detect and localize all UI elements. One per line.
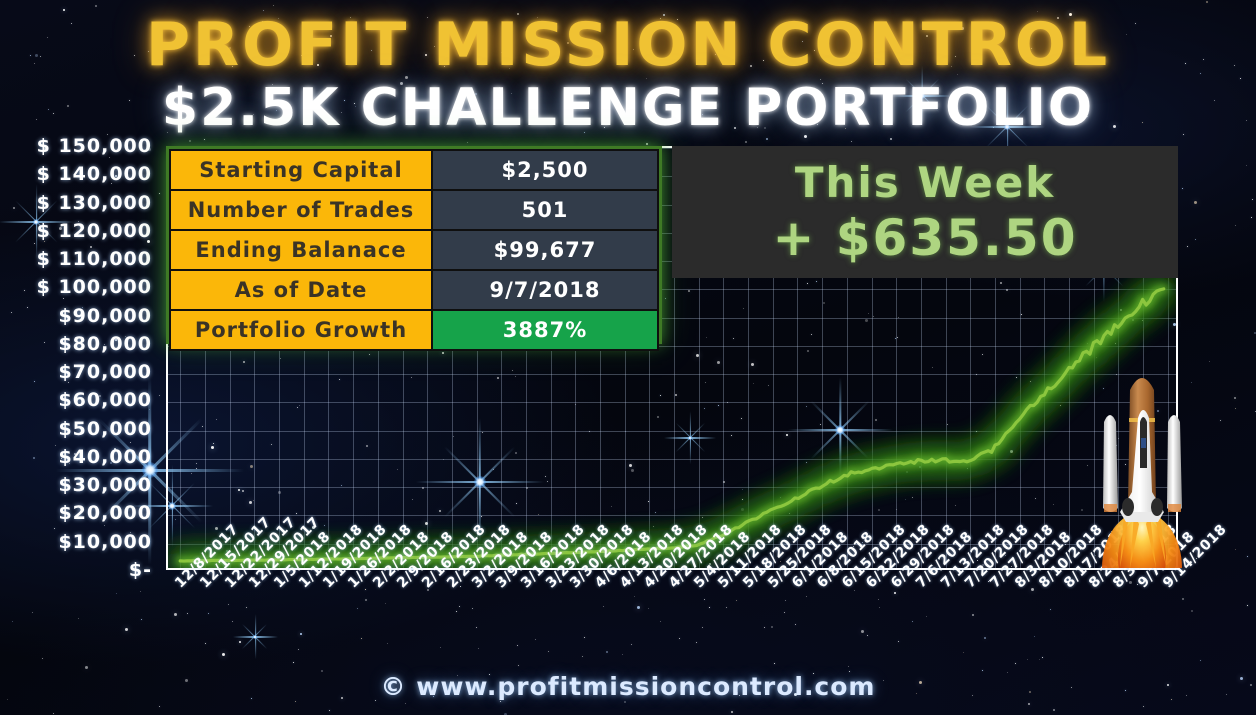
gridline-horizontal: [168, 402, 1176, 404]
gridline-vertical: [624, 148, 626, 568]
gridline-vertical: [1143, 148, 1144, 568]
gridline-horizontal: [168, 458, 1176, 460]
portfolio-balance-line: [170, 278, 1174, 568]
y-axis-tick: $90,000: [58, 304, 152, 327]
gridline-vertical: [451, 148, 453, 568]
gridline-vertical: [1167, 148, 1169, 568]
y-axis-tick: $ 130,000: [36, 191, 152, 214]
footer-website[interactable]: © www.profitmissioncontrol.com: [380, 672, 876, 701]
y-axis-tick: $ 140,000: [36, 163, 152, 186]
gridline-vertical: [846, 148, 848, 568]
gridline-vertical: [698, 148, 700, 568]
gridline-horizontal: [168, 487, 1176, 489]
gridline-vertical: [180, 148, 182, 568]
gridline-vertical: [427, 148, 429, 568]
gridline-vertical: [1044, 148, 1046, 568]
stats-row-value: 501: [431, 189, 659, 231]
stats-panel: Starting Capital $2,500 Number of Trades 50…: [166, 146, 662, 351]
stats-row-label: Number of Trades: [169, 189, 433, 231]
page-subtitle: $2.5K CHALLENGE PORTFOLIO: [161, 78, 1095, 138]
y-axis-tick: $10,000: [58, 530, 152, 553]
this-week-label: This Week: [794, 158, 1056, 207]
stats-row: As of Date 9/7/2018: [169, 269, 659, 311]
y-axis-tick: $70,000: [58, 361, 152, 384]
y-axis-tick: $ 150,000: [36, 135, 152, 157]
stats-row: Portfolio Growth 3887%: [169, 309, 659, 351]
y-axis-tick: $40,000: [58, 445, 152, 468]
gridline-horizontal: [168, 345, 1176, 347]
y-axis-tick: $-: [128, 559, 152, 581]
y-axis-tick: $20,000: [58, 502, 152, 525]
gridline-vertical: [377, 148, 379, 568]
gridline-vertical: [970, 148, 972, 568]
stats-row: Starting Capital $2,500: [169, 149, 659, 191]
y-axis-tick: $ 120,000: [36, 219, 152, 242]
gridline-vertical: [1019, 148, 1021, 568]
gridline-vertical: [205, 148, 206, 568]
y-axis-tick: $ 100,000: [36, 276, 152, 299]
gridline-vertical: [994, 148, 996, 568]
rocket-icon: [1102, 378, 1182, 568]
gridline-vertical: [945, 148, 947, 568]
stats-row-value: 3887%: [431, 309, 659, 351]
gridline-vertical: [748, 148, 749, 568]
gridline-vertical: [822, 148, 824, 568]
gridline-horizontal: [168, 289, 1176, 291]
gridline-horizontal: [168, 430, 1176, 432]
gridline-vertical: [575, 148, 577, 568]
gridline-vertical: [254, 148, 256, 568]
gridline-vertical: [279, 148, 281, 568]
stats-row-label: Ending Balanace: [169, 229, 433, 271]
stats-row-value: 9/7/2018: [431, 269, 659, 311]
gridline-vertical: [229, 148, 231, 568]
gridline-vertical: [303, 148, 305, 568]
page-title: PROFIT MISSION CONTROL: [145, 10, 1111, 80]
y-axis-tick: $50,000: [58, 417, 152, 440]
y-axis-tick: $80,000: [58, 332, 152, 355]
gridline-vertical: [1118, 148, 1120, 568]
stats-row: Ending Balanace $99,677: [169, 229, 659, 271]
gridline-vertical: [674, 148, 675, 568]
stats-row-value: $99,677: [431, 229, 659, 271]
gridline-vertical: [353, 148, 355, 568]
gridline-vertical: [476, 148, 478, 568]
gridline-vertical: [402, 148, 404, 568]
gridline-vertical: [772, 148, 774, 568]
y-axis-tick: $60,000: [58, 389, 152, 412]
gridline-vertical: [600, 148, 601, 568]
gridline-vertical: [797, 148, 799, 568]
stats-table: Starting Capital $2,500 Number of Trades 50…: [169, 149, 659, 351]
gridline-horizontal: [168, 515, 1176, 517]
gridline-vertical: [896, 148, 898, 568]
stats-row: Number of Trades 501: [169, 189, 659, 231]
stats-row-label: Portfolio Growth: [169, 309, 433, 351]
stats-row-label: As of Date: [169, 269, 433, 311]
y-axis-tick: $ 110,000: [36, 248, 152, 271]
chart-plot-area: [166, 146, 1178, 570]
gridline-horizontal: [168, 374, 1176, 376]
y-axis-tick: $30,000: [58, 474, 152, 497]
gridline-vertical: [501, 148, 503, 568]
gridline-vertical: [328, 148, 330, 568]
gridline-vertical: [723, 148, 725, 568]
gridline-vertical: [871, 148, 873, 568]
gridline-vertical: [550, 148, 552, 568]
this-week-panel: This Week + $635.50: [672, 146, 1178, 278]
gridline-vertical: [920, 148, 922, 568]
gridline-vertical: [525, 148, 527, 568]
stats-row-label: Starting Capital: [169, 149, 433, 191]
stats-row-value: $2,500: [431, 149, 659, 191]
gridline-vertical: [649, 148, 651, 568]
gridline-horizontal: [168, 317, 1176, 319]
this-week-value: + $635.50: [772, 209, 1078, 267]
